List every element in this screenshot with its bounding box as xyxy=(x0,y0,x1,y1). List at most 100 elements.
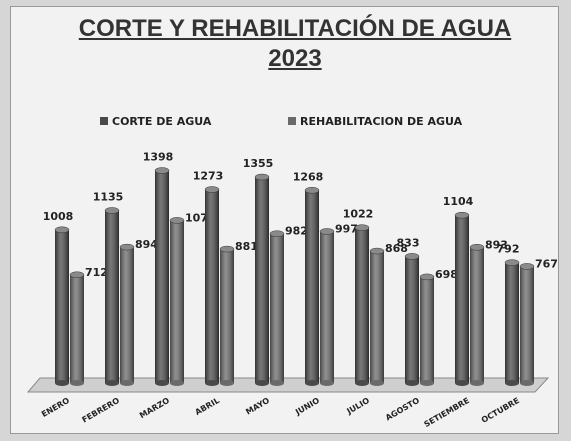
bar xyxy=(54,226,70,386)
bar-top xyxy=(404,253,420,260)
bar-top xyxy=(119,243,135,251)
bar xyxy=(169,217,185,386)
bar-shade xyxy=(220,249,234,383)
bar-shade xyxy=(405,256,419,383)
bar-bottom xyxy=(255,380,269,386)
data-label: 1273 xyxy=(193,170,224,183)
bar-shade xyxy=(470,247,484,383)
bar-bottom xyxy=(105,380,119,386)
bar-top xyxy=(204,186,220,193)
bar xyxy=(319,228,335,386)
bar-shade xyxy=(205,189,219,383)
bar-shade xyxy=(520,266,534,383)
bar xyxy=(254,173,270,386)
legend-swatch xyxy=(100,117,108,125)
data-label: 881 xyxy=(235,240,258,253)
data-label: 894 xyxy=(135,238,158,251)
data-label: 1008 xyxy=(43,210,74,223)
bar-shade xyxy=(505,262,519,383)
data-label: 982 xyxy=(285,225,308,238)
bar-shade xyxy=(155,170,169,383)
data-label: 893 xyxy=(485,238,508,251)
bar-bottom xyxy=(220,380,234,386)
x-tick-label: ABRIL xyxy=(194,396,221,417)
bar-bottom xyxy=(405,380,419,386)
x-tick-label: FEBRERO xyxy=(80,396,121,425)
bar-top xyxy=(269,230,285,237)
bar-bottom xyxy=(420,380,434,386)
bar-bottom xyxy=(270,380,284,386)
bar-top xyxy=(54,226,70,234)
bar-bottom xyxy=(320,380,334,386)
bar-top xyxy=(154,167,170,174)
data-label: 1022 xyxy=(343,208,374,221)
data-label: 792 xyxy=(497,243,520,256)
bar-top xyxy=(304,187,320,194)
bar-top xyxy=(69,271,85,279)
data-label: 698 xyxy=(435,268,458,281)
bar-shade xyxy=(120,247,134,383)
bar-top xyxy=(519,263,535,270)
bar-bottom xyxy=(355,380,369,386)
x-tick-label: JUNIO xyxy=(293,396,321,417)
bar-shade xyxy=(370,251,384,383)
bar-shade xyxy=(320,231,334,383)
bar-bottom xyxy=(205,380,219,386)
x-tick-label: OCTUBRE xyxy=(480,396,521,425)
bar-shade xyxy=(305,190,319,383)
bar xyxy=(204,186,220,386)
bar-bottom xyxy=(55,380,69,386)
bar-bottom xyxy=(370,380,384,386)
bar-bottom xyxy=(120,380,134,386)
bar-top xyxy=(469,244,485,251)
data-label: 1135 xyxy=(93,190,124,203)
bar-bottom xyxy=(305,380,319,386)
bar-top xyxy=(169,217,185,224)
bar-shade xyxy=(255,177,269,383)
bar xyxy=(404,253,420,386)
data-label: 1268 xyxy=(293,170,324,183)
data-label: 767 xyxy=(535,257,558,270)
bar-top xyxy=(219,245,235,253)
bar-shade xyxy=(170,220,184,383)
bar xyxy=(354,224,370,386)
data-label: 833 xyxy=(397,236,420,249)
x-tick-label: ENERO xyxy=(40,396,71,419)
bar-top xyxy=(419,273,435,281)
x-tick-label: MARZO xyxy=(138,396,171,420)
bar-shade xyxy=(105,210,119,383)
x-tick-label: AGOSTO xyxy=(384,396,421,423)
bar xyxy=(269,230,285,386)
legend-swatch xyxy=(288,117,296,125)
bar-top xyxy=(504,259,520,266)
bar xyxy=(154,167,170,386)
bar-bottom xyxy=(70,380,84,386)
bar xyxy=(119,243,135,386)
data-label: 1104 xyxy=(443,195,474,208)
bar-shade xyxy=(270,233,284,383)
bar xyxy=(69,271,85,386)
bar-top xyxy=(369,247,385,255)
data-label: 1355 xyxy=(243,157,274,170)
bar xyxy=(104,207,120,386)
data-label: 997 xyxy=(335,222,358,235)
bar xyxy=(469,244,485,386)
bar-bottom xyxy=(470,380,484,386)
bar-top xyxy=(454,211,470,219)
bar-bottom xyxy=(505,380,519,386)
bar xyxy=(219,245,235,386)
chart-title: CORTE Y REHABILITACIÓN DE AGUA 2023 xyxy=(78,15,512,72)
bar-bottom xyxy=(520,380,534,386)
x-tick-label: JULIO xyxy=(345,396,372,417)
bar xyxy=(369,247,385,386)
bar xyxy=(519,263,535,386)
bar-shade xyxy=(455,215,469,383)
bar-shade xyxy=(55,229,69,383)
bar-bottom xyxy=(455,380,469,386)
bar-top xyxy=(319,228,335,235)
bar xyxy=(454,211,470,386)
bar-shade xyxy=(355,227,369,383)
bar xyxy=(504,259,520,386)
